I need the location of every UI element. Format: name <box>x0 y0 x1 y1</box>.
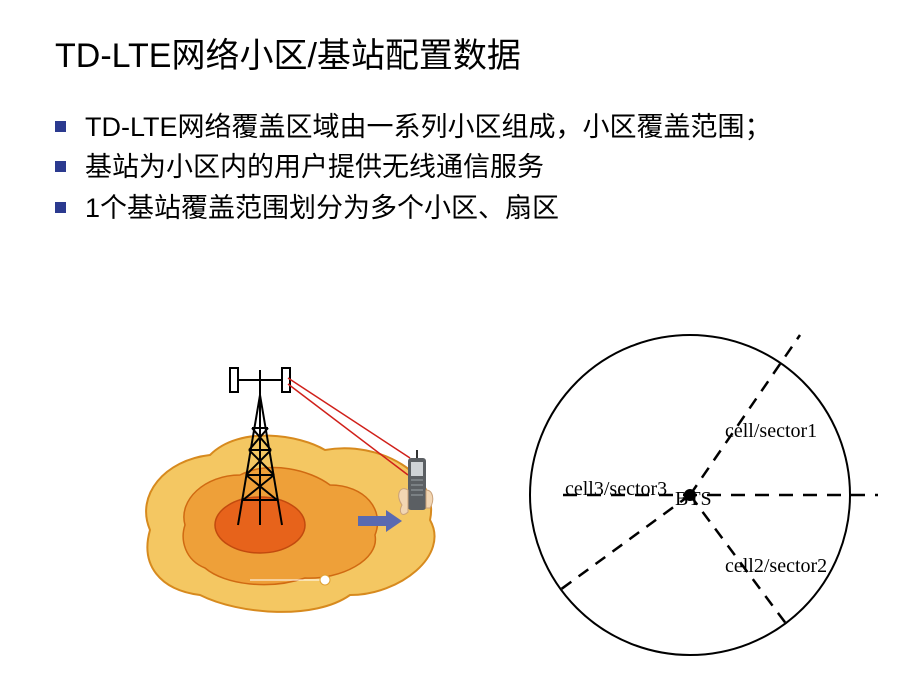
sector-line-3 <box>560 495 690 590</box>
page-title: TD-LTE网络小区/基站配置数据 <box>55 28 880 77</box>
bullet-item: TD-LTE网络覆盖区域由一系列小区组成，小区覆盖范围； <box>55 109 880 145</box>
slide: TD-LTE网络小区/基站配置数据 TD-LTE网络覆盖区域由一系列小区组成，小… <box>0 0 920 690</box>
sector-diagram: BTS cell/sector1 cell2/sector2 cell3/sec… <box>500 320 900 680</box>
coverage-dot <box>320 575 330 585</box>
sector3-label: cell3/sector3 <box>565 478 667 501</box>
sector-line-1 <box>690 335 800 495</box>
tower-svg <box>130 340 455 640</box>
bullet-item: 1个基站覆盖范围划分为多个小区、扇区 <box>55 190 880 226</box>
bts-label: BTS <box>675 488 712 511</box>
bullet-item: 基站为小区内的用户提供无线通信服务 <box>55 149 880 185</box>
tower-coverage-diagram <box>130 340 455 640</box>
diagram-area: BTS cell/sector1 cell2/sector2 cell3/sec… <box>0 320 920 680</box>
sector1-label: cell/sector1 <box>725 420 817 443</box>
sector2-label: cell2/sector2 <box>725 555 827 578</box>
bullet-list: TD-LTE网络覆盖区域由一系列小区组成，小区覆盖范围； 基站为小区内的用户提供… <box>55 109 880 226</box>
